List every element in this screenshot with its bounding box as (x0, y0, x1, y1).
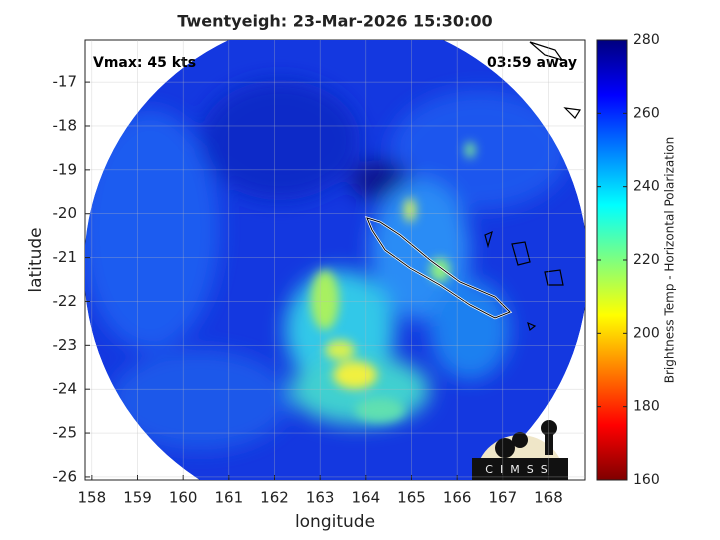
colorbar-tick-label: 240 (633, 179, 660, 195)
colorbar-tick-label: 280 (633, 32, 660, 48)
annotation: Vmax: 45 kts (93, 55, 196, 71)
x-tick-label: 159 (123, 489, 152, 507)
annotation: 03:59 away (487, 55, 577, 71)
logo: CIMSS (472, 420, 568, 480)
x-axis-label: longitude (295, 512, 375, 532)
colorbar-tick-label: 220 (633, 252, 660, 268)
y-tick-label: -20 (53, 204, 78, 222)
x-tick-label: 166 (443, 489, 472, 507)
colorbar-label: Brightness Temp - Horizontal Polarizatio… (663, 137, 677, 384)
chart-title: Twentyeigh: 23-Mar-2026 15:30:00 (177, 12, 492, 31)
colorbar-tick-label: 200 (633, 325, 660, 341)
y-tick-label: -17 (53, 73, 78, 91)
x-tick-label: 165 (397, 489, 426, 507)
colorbar-tick-label: 160 (633, 472, 660, 488)
y-tick-label: -18 (53, 116, 78, 134)
y-axis-label: latitude (26, 227, 46, 292)
logo-text: CIMSS (485, 463, 554, 476)
x-tick-label: 167 (488, 489, 517, 507)
x-tick-label: 158 (78, 489, 107, 507)
y-tick-label: -25 (53, 424, 78, 442)
x-tick-label: 162 (260, 489, 289, 507)
x-tick-label: 160 (169, 489, 198, 507)
y-tick-label: -19 (53, 160, 78, 178)
x-tick-label: 161 (215, 489, 244, 507)
x-tick-label: 163 (306, 489, 335, 507)
y-tick-label: -21 (53, 248, 78, 266)
y-tick-label: -22 (53, 292, 78, 310)
colorbar (596, 39, 628, 481)
y-tick-label: -23 (53, 336, 78, 354)
y-tick-label: -26 (53, 467, 78, 485)
x-tick-label: 164 (352, 489, 381, 507)
colorbar-tick-label: 180 (633, 399, 660, 415)
x-tick-label: 168 (534, 489, 563, 507)
colorbar-tick-label: 260 (633, 105, 660, 121)
y-tick-label: -24 (53, 380, 78, 398)
